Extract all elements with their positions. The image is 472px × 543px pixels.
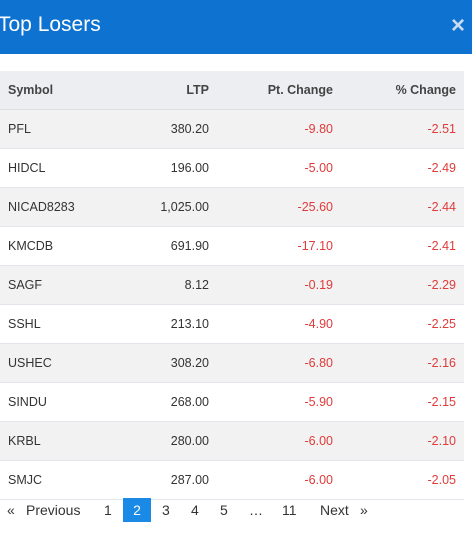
table-row: SAGF 8.12 -0.19 -2.29 bbox=[0, 265, 464, 305]
symbol-cell[interactable]: USHEC bbox=[0, 343, 116, 383]
page-2-button-active[interactable]: 2 bbox=[123, 498, 151, 522]
pt-change-cell: -17.10 bbox=[217, 226, 341, 266]
symbol-cell[interactable]: KRBL bbox=[0, 421, 116, 461]
ltp-cell: 1,025.00 bbox=[116, 187, 217, 227]
pt-change-cell: -9.80 bbox=[217, 109, 341, 149]
symbol-cell[interactable]: SSHL bbox=[0, 304, 116, 344]
page-5-button[interactable]: 5 bbox=[220, 502, 228, 518]
symbol-cell[interactable]: KMCDB bbox=[0, 226, 116, 266]
table-header-row: Symbol LTP Pt. Change % Change bbox=[0, 71, 464, 110]
table-row: PFL 380.20 -9.80 -2.51 bbox=[0, 109, 464, 149]
pt-change-cell: -5.90 bbox=[217, 382, 341, 422]
table-row: USHEC 308.20 -6.80 -2.16 bbox=[0, 343, 464, 383]
page-4-button[interactable]: 4 bbox=[191, 502, 199, 518]
close-icon[interactable]: × bbox=[450, 12, 465, 39]
ltp-cell: 268.00 bbox=[116, 382, 217, 422]
symbol-cell[interactable]: SAGF bbox=[0, 265, 116, 305]
ltp-cell: 280.00 bbox=[116, 421, 217, 461]
pct-change-cell: -2.44 bbox=[341, 187, 464, 227]
symbol-cell[interactable]: SMJC bbox=[0, 460, 116, 500]
column-header-symbol[interactable]: Symbol bbox=[0, 71, 116, 110]
pct-change-cell: -2.16 bbox=[341, 343, 464, 383]
ltp-cell: 308.20 bbox=[116, 343, 217, 383]
pt-change-cell: -6.00 bbox=[217, 421, 341, 461]
symbol-cell[interactable]: NICAD8283 bbox=[0, 187, 116, 227]
column-header-ltp[interactable]: LTP bbox=[116, 71, 217, 110]
pct-change-cell: -2.25 bbox=[341, 304, 464, 344]
ltp-cell: 691.90 bbox=[116, 226, 217, 266]
pt-change-cell: -4.90 bbox=[217, 304, 341, 344]
next-button[interactable]: Next bbox=[320, 502, 349, 518]
previous-button[interactable]: Previous bbox=[26, 502, 81, 518]
pagination-ellipsis: … bbox=[249, 502, 263, 518]
modal-header: Top Losers × bbox=[0, 0, 472, 54]
pct-change-cell: -2.10 bbox=[341, 421, 464, 461]
symbol-cell[interactable]: SINDU bbox=[0, 382, 116, 422]
pt-change-cell: -0.19 bbox=[217, 265, 341, 305]
modal-title: Top Losers bbox=[0, 13, 101, 36]
pct-change-cell: -2.05 bbox=[341, 460, 464, 500]
column-header-pct-change[interactable]: % Change bbox=[341, 71, 464, 110]
ltp-cell: 380.20 bbox=[116, 109, 217, 149]
table-row: NICAD8283 1,025.00 -25.60 -2.44 bbox=[0, 187, 464, 227]
symbol-cell[interactable]: HIDCL bbox=[0, 148, 116, 188]
pt-change-cell: -6.80 bbox=[217, 343, 341, 383]
pct-change-cell: -2.51 bbox=[341, 109, 464, 149]
symbol-cell[interactable]: PFL bbox=[0, 109, 116, 149]
pt-change-cell: -25.60 bbox=[217, 187, 341, 227]
losers-table: Symbol LTP Pt. Change % Change PFL 380.2… bbox=[0, 71, 464, 500]
table-row: SMJC 287.00 -6.00 -2.05 bbox=[0, 460, 464, 500]
pct-change-cell: -2.49 bbox=[341, 148, 464, 188]
pt-change-cell: -6.00 bbox=[217, 460, 341, 500]
next-arrow-icon[interactable]: » bbox=[360, 502, 368, 518]
page-11-button[interactable]: 11 bbox=[282, 502, 297, 518]
table-row: SSHL 213.10 -4.90 -2.25 bbox=[0, 304, 464, 344]
pct-change-cell: -2.15 bbox=[341, 382, 464, 422]
pct-change-cell: -2.29 bbox=[341, 265, 464, 305]
ltp-cell: 196.00 bbox=[116, 148, 217, 188]
ltp-cell: 287.00 bbox=[116, 460, 217, 500]
page-1-button[interactable]: 1 bbox=[104, 502, 112, 518]
ltp-cell: 8.12 bbox=[116, 265, 217, 305]
prev-arrow-icon[interactable]: « bbox=[7, 502, 15, 518]
pct-change-cell: -2.41 bbox=[341, 226, 464, 266]
table-row: KRBL 280.00 -6.00 -2.10 bbox=[0, 421, 464, 461]
ltp-cell: 213.10 bbox=[116, 304, 217, 344]
table-row: HIDCL 196.00 -5.00 -2.49 bbox=[0, 148, 464, 188]
column-header-pt-change[interactable]: Pt. Change bbox=[217, 71, 341, 110]
pt-change-cell: -5.00 bbox=[217, 148, 341, 188]
table-row: SINDU 268.00 -5.90 -2.15 bbox=[0, 382, 464, 422]
pagination: « Previous 1 2 3 4 5 … 11 Next » bbox=[0, 498, 472, 522]
table-row: KMCDB 691.90 -17.10 -2.41 bbox=[0, 226, 464, 266]
page-3-button[interactable]: 3 bbox=[162, 502, 170, 518]
